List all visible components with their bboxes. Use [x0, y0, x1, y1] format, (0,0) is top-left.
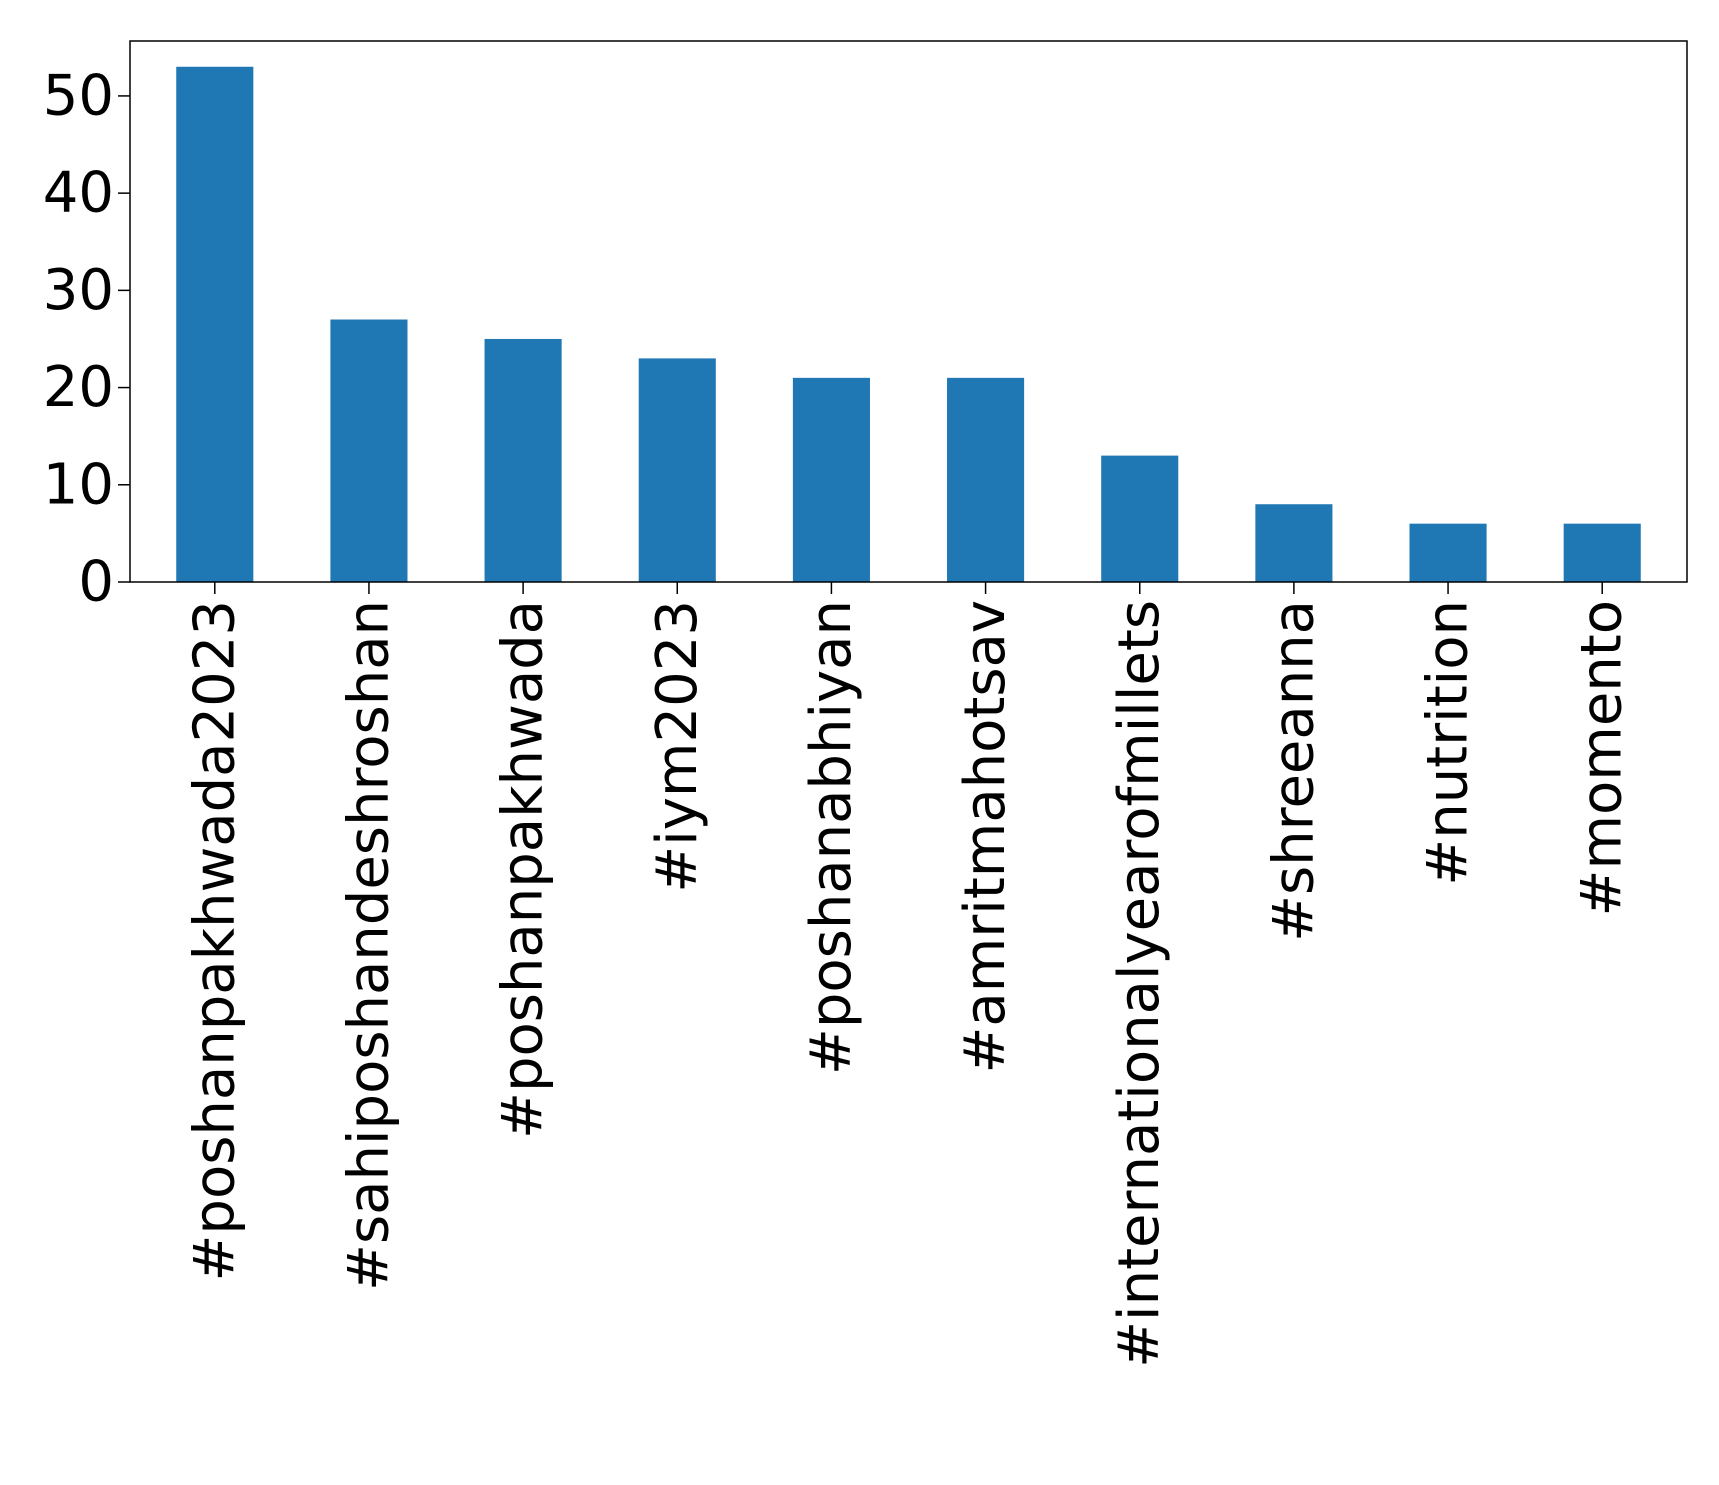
x-tick-label: #internationalyearofmillets [1107, 600, 1172, 1368]
bar [1255, 504, 1333, 582]
y-tick-label: 30 [43, 258, 114, 323]
bar [947, 377, 1025, 582]
y-tick-label: 50 [43, 63, 114, 128]
x-tick-label: #shreeanna [1261, 600, 1326, 942]
x-tick-label: #poshanpakhwada [491, 600, 556, 1139]
bar [638, 358, 716, 582]
bar [330, 319, 408, 582]
x-tick-label: #momento [1570, 600, 1635, 916]
y-tick-label: 10 [43, 452, 114, 517]
x-tick-label: #iym2023 [645, 600, 710, 893]
bar [1563, 523, 1641, 582]
y-tick-label: 20 [43, 355, 114, 420]
y-tick-label: 40 [43, 161, 114, 226]
y-tick-label: 0 [78, 550, 114, 615]
x-tick-label: #amritmahotsav [953, 600, 1018, 1074]
bar [1409, 523, 1487, 582]
x-tick-label: #poshanpakhwada2023 [182, 600, 247, 1282]
bar-group [176, 66, 1641, 582]
x-tick-label: #poshanabhiyan [799, 600, 864, 1075]
bar [1101, 455, 1179, 582]
x-tick-label: #sahiposhandeshroshan [336, 600, 401, 1291]
x-tick-label: #nutrition [1416, 600, 1481, 886]
bar [792, 377, 870, 582]
plot-frame [129, 40, 1688, 583]
x-axis: #poshanpakhwada2023 #sahiposhandeshroshan… [182, 582, 1635, 1368]
y-axis: 0 10 20 30 40 50 [43, 63, 130, 615]
bar [484, 338, 562, 582]
bar [176, 66, 254, 582]
